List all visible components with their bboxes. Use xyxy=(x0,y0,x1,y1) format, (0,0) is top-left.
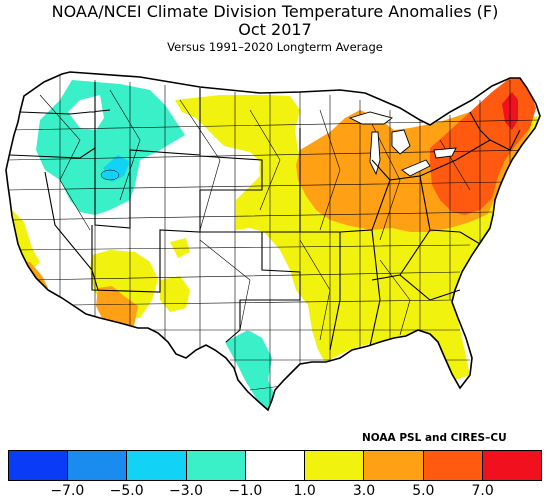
state-borders xyxy=(9,82,521,351)
lake-ontario xyxy=(433,147,457,159)
map-title: NOAA/NCEI Climate Division Temperature A… xyxy=(51,2,499,21)
wyoming-cold-pocket xyxy=(100,169,120,181)
lake-erie xyxy=(401,159,431,177)
california-coast-warm-zone xyxy=(12,210,40,272)
lake-superior xyxy=(348,111,394,125)
credit-text: NOAA PSL and CIRES–CU xyxy=(362,432,507,444)
legend-swatch-6 xyxy=(364,451,424,480)
legend-tick-label: −7.0 xyxy=(50,483,85,499)
legend-tick-label: 1.0 xyxy=(293,483,316,499)
map-subtitle: Oct 2017 xyxy=(238,20,312,39)
legend-swatch-5 xyxy=(305,451,365,480)
legend-tick-label: 5.0 xyxy=(412,483,435,499)
us-climate-division-map xyxy=(5,71,541,411)
legend-swatch-4 xyxy=(245,451,306,480)
legend-swatch-1 xyxy=(68,451,128,480)
legend-swatch-0 xyxy=(9,451,69,480)
legend-ticks: −7.0 −5.0 −3.0 −1.0 1.0 3.0 5.0 7.0 xyxy=(8,483,542,499)
legend-swatch-2 xyxy=(127,451,187,480)
legend-tick-label: −1.0 xyxy=(228,483,263,499)
southern-plains-neutral-zone xyxy=(190,228,306,345)
legend-swatch-8 xyxy=(482,451,541,480)
legend-colorbar xyxy=(8,450,542,481)
lake-huron xyxy=(391,129,411,155)
legend-tick-label: 3.0 xyxy=(352,483,376,499)
new-mexico-warm-zone xyxy=(160,276,190,312)
division-boundaries xyxy=(7,75,540,410)
legend-swatch-7 xyxy=(423,451,483,480)
legend-tick-label: −5.0 xyxy=(109,483,144,499)
south-texas-cool-zone xyxy=(225,330,276,410)
legend-swatch-3 xyxy=(186,451,246,480)
northern-plains-neutral-zone xyxy=(188,132,260,198)
legend-tick-label: 7.0 xyxy=(471,483,494,499)
legend-tick-label: −3.0 xyxy=(169,483,203,499)
baseline-caption: Versus 1991–2020 Longterm Average xyxy=(167,40,383,54)
